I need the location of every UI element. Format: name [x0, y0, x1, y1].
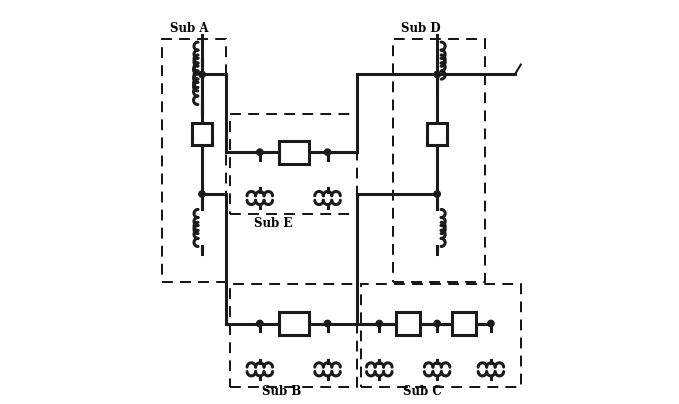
Bar — [397, 312, 420, 335]
Bar — [452, 312, 476, 335]
Circle shape — [434, 191, 440, 197]
Circle shape — [434, 320, 440, 327]
Text: Sub A: Sub A — [170, 22, 208, 35]
Text: Sub D: Sub D — [401, 22, 441, 35]
Bar — [279, 312, 309, 335]
Circle shape — [434, 72, 440, 78]
Circle shape — [257, 149, 263, 156]
Bar — [279, 141, 309, 164]
Circle shape — [199, 191, 205, 197]
Circle shape — [325, 320, 331, 327]
Circle shape — [376, 320, 382, 327]
Text: Sub C: Sub C — [403, 385, 442, 398]
Bar — [427, 123, 447, 145]
Bar — [162, 39, 226, 282]
Text: Sub E: Sub E — [254, 217, 292, 230]
Bar — [393, 39, 485, 282]
Bar — [230, 114, 357, 214]
Bar — [192, 123, 212, 145]
Bar — [230, 284, 357, 387]
Circle shape — [488, 320, 494, 327]
Text: Sub B: Sub B — [262, 385, 301, 398]
Circle shape — [199, 72, 205, 78]
Bar — [361, 284, 521, 387]
Circle shape — [257, 320, 263, 327]
Circle shape — [325, 149, 331, 156]
